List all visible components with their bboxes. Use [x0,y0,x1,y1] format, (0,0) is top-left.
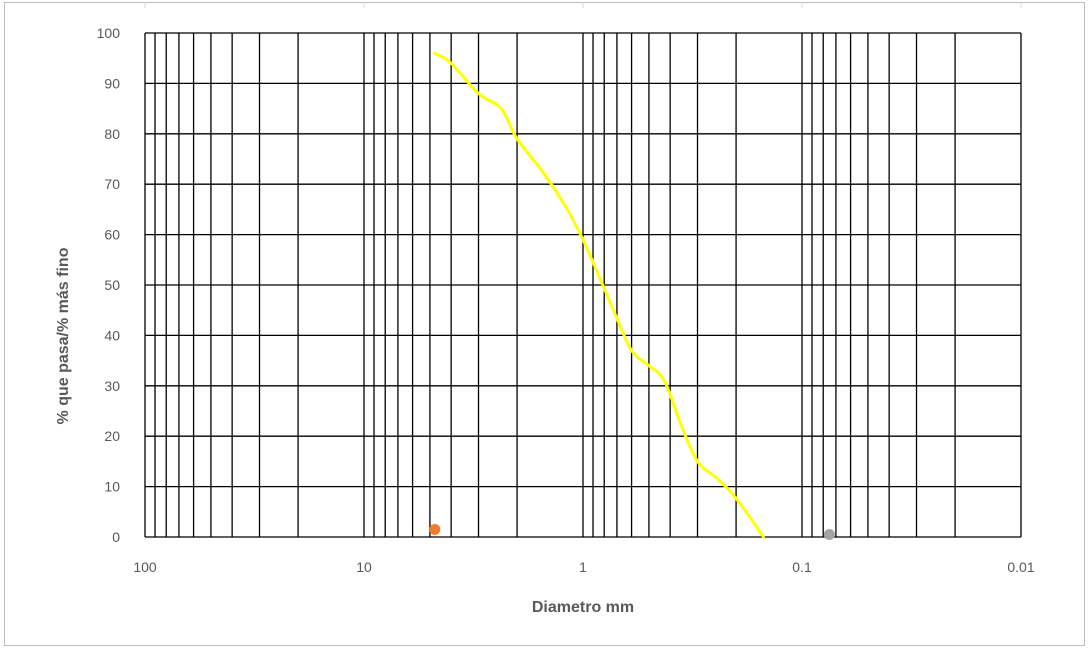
y-tick-label: 40 [104,327,120,343]
series-line [433,51,765,539]
x-tick-label: 10 [356,559,372,575]
x-axis-title: Diametro mm [532,599,634,616]
y-tick-label: 60 [104,227,120,243]
y-axis-title: % que pasa/% más fino [55,247,72,424]
y-tick-label: 90 [104,75,120,91]
y-tick-label: 0 [112,529,120,545]
chart-frame [4,2,1085,646]
x-tick-label: 0.01 [1007,559,1034,575]
y-tick-label: 100 [97,25,121,41]
data-point [823,528,835,540]
tick-labels: 0 10 20 30 40 50 60 70 80 90 100 100 10 1 0.1 0.01 [97,25,1035,575]
x-tick-label: 0.1 [792,559,812,575]
x-tick-label: 100 [133,559,157,575]
gridlines [144,2,1022,538]
y-tick-label: 30 [104,378,120,394]
data-point [429,523,441,535]
y-tick-label: 10 [104,479,120,495]
y-tick-label: 50 [104,277,120,293]
x-tick-label: 1 [579,559,587,575]
y-tick-label: 20 [104,428,120,444]
y-tick-label: 80 [104,126,120,142]
y-tick-label: 70 [104,176,120,192]
series-group [429,51,835,540]
